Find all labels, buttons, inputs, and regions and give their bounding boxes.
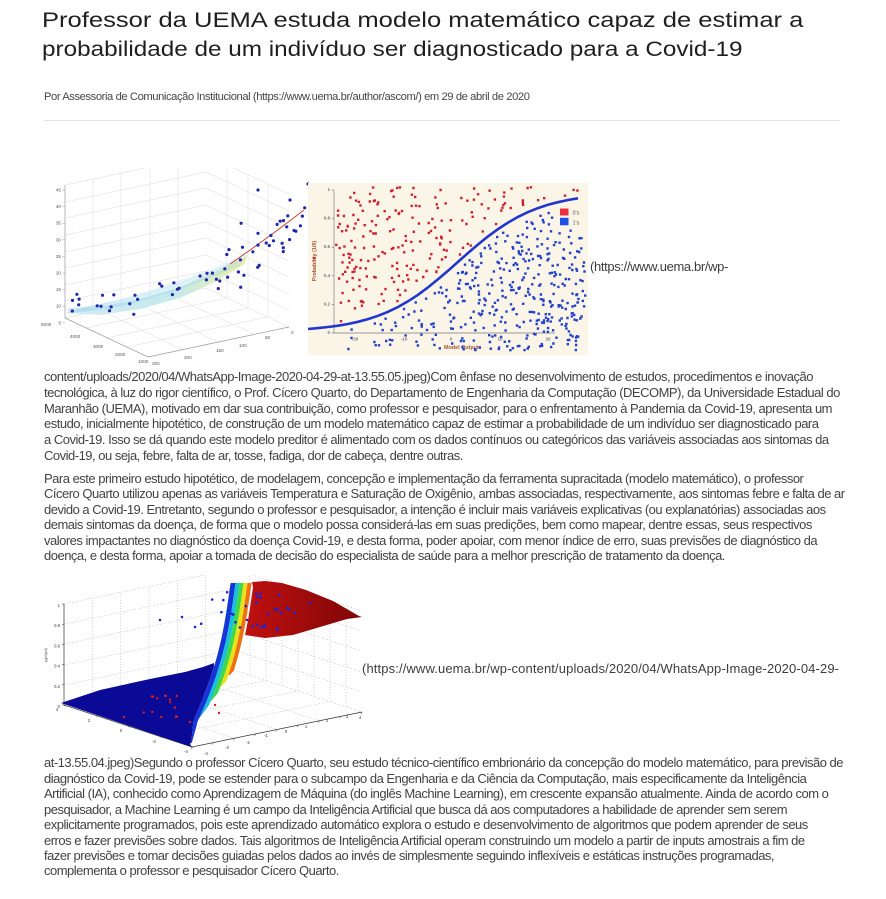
svg-text:1's: 1's [573,221,580,227]
svg-text:50: 50 [265,335,271,340]
svg-text:4: 4 [359,715,362,720]
svg-text:20: 20 [545,337,551,342]
svg-text:5: 5 [58,320,61,325]
svg-text:-4: -4 [184,749,188,754]
svg-text:-4: -4 [204,751,208,756]
svg-text:15: 15 [56,287,62,292]
svg-text:-20: -20 [352,337,359,342]
svg-text:0.6: 0.6 [324,244,331,249]
svg-text:0: 0 [327,330,330,335]
svg-text:-2: -2 [246,740,250,745]
svg-text:200: 200 [184,355,192,360]
svg-text:2000: 2000 [115,352,126,357]
svg-text:0.4: 0.4 [54,664,60,669]
svg-text:0: 0 [120,728,123,733]
svg-text:-10: -10 [401,337,408,342]
svg-text:3: 3 [346,714,349,719]
svg-text:1000: 1000 [138,359,149,364]
svg-text:0: 0 [291,330,294,335]
svg-text:10: 10 [56,304,62,309]
svg-text:0.4: 0.4 [324,273,331,278]
svg-text:0: 0 [285,729,288,734]
svg-text:45: 45 [56,188,62,193]
svg-text:35: 35 [56,221,62,226]
svg-text:p(y=1|x,θ): p(y=1|x,θ) [44,648,48,662]
svg-text:0's: 0's [573,211,580,217]
svg-text:Probability (1/0): Probability (1/0) [312,241,318,282]
svg-text:0.8: 0.8 [324,216,331,221]
svg-text:3000: 3000 [93,344,104,349]
svg-text:-3: -3 [225,745,229,750]
svg-text:150: 150 [216,348,224,353]
svg-text:0: 0 [450,337,453,342]
svg-text:0.2: 0.2 [54,684,60,689]
svg-text:40: 40 [56,204,62,209]
svg-text:-1: -1 [264,733,268,738]
svg-text:10: 10 [497,337,503,342]
svg-text:0: 0 [58,704,61,709]
svg-text:5000: 5000 [41,322,52,327]
svg-text:0.6: 0.6 [54,643,60,648]
svg-text:25: 25 [56,254,62,259]
svg-text:1: 1 [305,724,308,729]
svg-text:-2: -2 [152,739,156,744]
svg-text:4: 4 [56,707,59,712]
svg-text:20: 20 [56,271,62,276]
svg-text:4000: 4000 [70,334,81,339]
svg-text:30: 30 [56,237,62,242]
svg-text:1: 1 [327,187,330,192]
svg-text:100: 100 [239,343,247,348]
svg-text:1: 1 [58,603,61,608]
svg-text:0.2: 0.2 [324,301,331,306]
svg-text:0.8: 0.8 [54,623,60,628]
svg-text:250: 250 [152,361,160,366]
svg-text:2: 2 [326,718,329,723]
svg-text:2: 2 [88,718,91,723]
